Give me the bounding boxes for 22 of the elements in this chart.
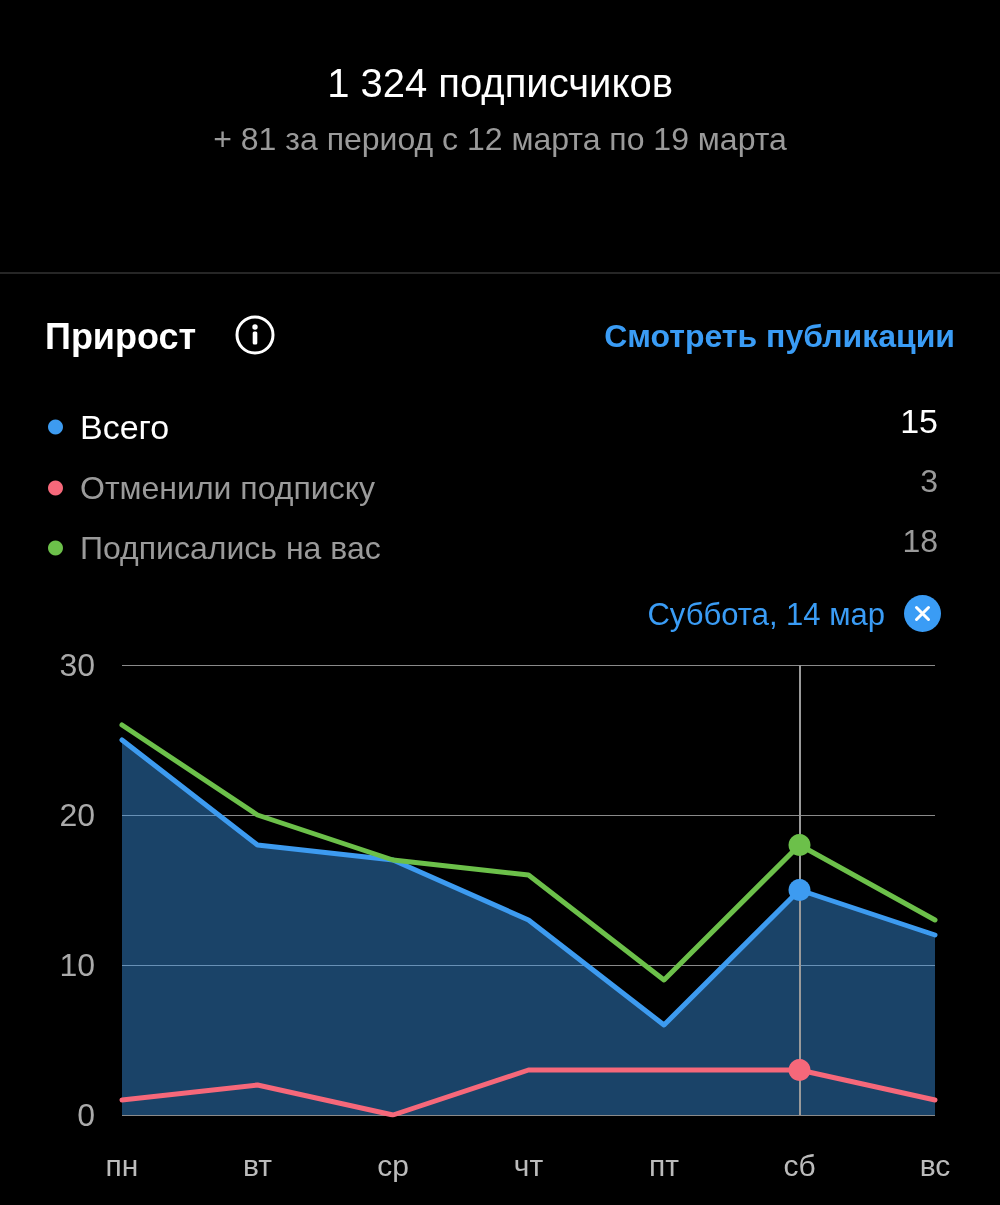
text: 18 [902,523,938,559]
text: Смотреть публикации [604,318,955,354]
legend-label: Подписались на вас [80,530,381,566]
legend-label: Всего [80,408,170,446]
y-tick-label: 10 [59,947,95,983]
x-tick-label: сб [783,1148,816,1182]
x-tick-label: пн [105,1148,139,1182]
legend-label: Отменили подписку [80,470,375,506]
x-tick-label: пт [649,1148,680,1182]
x-tick-label: вс [919,1148,951,1182]
x-tick-label: ср [377,1148,409,1182]
text: 3 [920,463,938,499]
text: 15 [900,402,938,440]
y-tick-label: 0 [77,1097,95,1133]
ref-line-label: Суббота, 14 мар [647,596,885,632]
chart-title: 1 324 подписчиков [327,61,673,105]
y-tick-label: 20 [59,797,95,833]
chart-subtitle: + 81 за период с 12 марта по 19 марта [213,121,788,157]
x-tick-label: вт [242,1148,273,1182]
x-tick-label: чт [513,1148,544,1182]
text: Прирост [45,315,197,357]
y-tick-label: 30 [59,647,95,683]
